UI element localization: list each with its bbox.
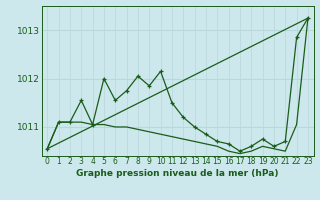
X-axis label: Graphe pression niveau de la mer (hPa): Graphe pression niveau de la mer (hPa) [76,169,279,178]
